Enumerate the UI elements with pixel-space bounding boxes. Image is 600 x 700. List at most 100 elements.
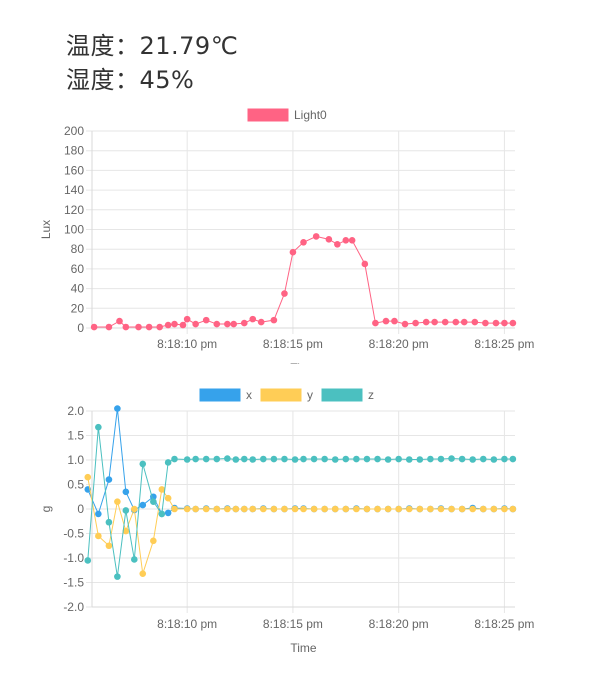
x-tick-label: 8:18:20 pm <box>369 337 429 351</box>
data-point-Light0 <box>183 315 191 323</box>
data-point-y <box>150 537 157 545</box>
data-point-z <box>192 455 199 463</box>
data-point-y <box>114 498 121 505</box>
data-point-z <box>114 573 121 580</box>
x-axis-title: Time <box>290 641 317 655</box>
data-point-y <box>363 505 371 513</box>
data-point-Light0 <box>202 316 210 324</box>
data-point-Light0 <box>156 323 163 331</box>
legend-label-Light0: Light0 <box>294 108 327 122</box>
y-tick-label: 180 <box>64 144 84 158</box>
data-point-Light0 <box>342 237 350 244</box>
data-point-z <box>458 455 466 463</box>
data-point-x <box>114 405 121 412</box>
data-point-Light0 <box>501 319 508 327</box>
data-point-y <box>139 570 147 577</box>
data-point-Light0 <box>509 319 517 327</box>
data-point-z <box>469 456 477 463</box>
data-point-Light0 <box>391 317 398 325</box>
x-tick-label: 8:18:25 pm <box>474 617 534 631</box>
data-point-z <box>479 455 487 463</box>
data-point-Light0 <box>249 315 257 323</box>
data-point-z <box>249 456 257 463</box>
y-tick-label: 1.0 <box>67 453 84 467</box>
data-point-y <box>416 505 424 513</box>
data-point-y <box>490 505 498 513</box>
legend-swatch-z <box>321 388 363 402</box>
data-point-y <box>158 486 166 493</box>
data-point-y <box>240 505 248 513</box>
data-point-Light0 <box>213 320 221 328</box>
data-point-y <box>310 505 318 513</box>
data-point-Light0 <box>325 236 333 243</box>
data-point-Light0 <box>135 323 142 331</box>
data-point-y <box>260 505 267 513</box>
data-point-y <box>122 527 130 535</box>
y-tick-label: 40 <box>71 282 85 296</box>
data-point-z <box>183 456 191 463</box>
legend-swatch-x <box>199 388 241 402</box>
legend-label-y: y <box>307 388 313 402</box>
y-tick-label: 0.5 <box>67 478 84 492</box>
data-point-z <box>131 556 138 563</box>
data-point-Light0 <box>452 318 460 326</box>
data-point-Light0 <box>192 320 199 328</box>
data-point-y <box>427 505 434 513</box>
y-tick-label: 80 <box>71 242 85 256</box>
legend-label-x: x <box>246 388 252 402</box>
data-point-z <box>281 455 288 463</box>
data-point-Light0 <box>270 316 278 324</box>
data-point-z <box>395 455 402 463</box>
data-point-z <box>139 460 147 468</box>
series-line-Light0 <box>94 235 513 328</box>
data-point-z <box>158 510 166 518</box>
data-point-y <box>479 505 487 513</box>
data-point-x <box>164 509 172 517</box>
data-point-z <box>374 455 381 463</box>
data-point-z <box>213 455 221 463</box>
data-point-Light0 <box>224 320 231 328</box>
data-point-Light0 <box>300 239 307 246</box>
data-point-Light0 <box>471 318 479 326</box>
data-point-z <box>405 456 413 463</box>
y-tick-label: 0 <box>77 502 84 516</box>
legend-swatch-y <box>260 388 302 402</box>
data-point-z <box>260 455 267 463</box>
data-point-z <box>105 518 113 526</box>
data-point-Light0 <box>281 290 288 297</box>
y-tick-label: 1.5 <box>67 429 84 443</box>
y-tick-label: -1.0 <box>63 551 84 565</box>
data-point-z <box>310 455 318 463</box>
y-tick-label: 20 <box>71 301 85 315</box>
data-point-z <box>363 455 371 463</box>
x-tick-label: 8:18:15 pm <box>263 617 323 631</box>
data-point-Light0 <box>372 319 379 327</box>
data-point-y <box>105 542 113 550</box>
data-point-z <box>164 459 172 466</box>
data-point-z <box>321 455 328 463</box>
data-point-y <box>501 505 508 513</box>
data-point-z <box>232 456 240 463</box>
x-tick-label: 8:18:15 pm <box>263 337 323 351</box>
data-point-z <box>509 455 517 463</box>
y-tick-label: 200 <box>64 124 84 138</box>
data-point-z <box>353 455 360 463</box>
data-point-z <box>84 557 92 564</box>
x-tick-label: 8:18:10 pm <box>157 617 217 631</box>
data-point-y <box>84 473 92 481</box>
data-point-z <box>171 455 178 463</box>
legend-label-z: z <box>368 388 374 402</box>
data-point-z <box>490 456 498 463</box>
y-tick-label: 160 <box>64 163 84 177</box>
y-tick-label: -2.0 <box>63 600 84 614</box>
data-point-y <box>458 505 466 513</box>
data-point-Light0 <box>289 248 297 256</box>
data-point-Light0 <box>171 320 178 328</box>
data-point-z <box>448 455 455 462</box>
data-point-y <box>131 505 138 513</box>
data-point-y <box>164 494 172 502</box>
data-point-y <box>384 505 392 513</box>
data-point-z <box>342 455 350 463</box>
data-point-z <box>427 455 434 463</box>
data-point-z <box>437 455 445 463</box>
